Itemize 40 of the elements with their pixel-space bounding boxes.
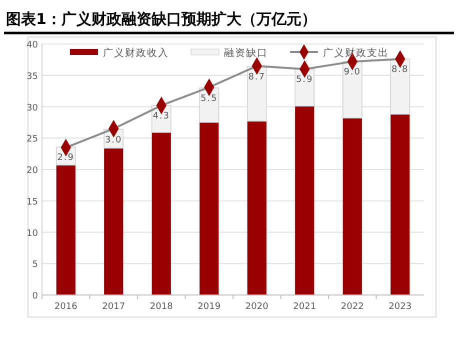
y-tick-label: 25: [26, 134, 38, 145]
data-label: 8.8: [391, 65, 409, 76]
y-tick-label: 30: [26, 103, 38, 114]
legend-label: 广义财政支出: [323, 47, 389, 59]
chart-title: 图表1：广义财政融资缺口预期扩大（万亿元）: [6, 10, 316, 28]
data-label: 9.0: [344, 68, 362, 78]
data-label: 8.7: [248, 72, 266, 83]
bar: [342, 118, 362, 295]
y-tick-label: 20: [26, 166, 38, 176]
x-tick-label: 2023: [388, 302, 412, 312]
legend-label: 广义财政收入: [103, 47, 169, 59]
data-label: 4.3: [152, 111, 170, 122]
x-tick-label: 2017: [102, 302, 126, 312]
y-tick-label: 5: [32, 260, 38, 270]
bar: [152, 132, 171, 295]
bar: [342, 61, 362, 118]
bar: [390, 58, 410, 115]
x-tick-label: 2016: [54, 302, 78, 312]
x-tick-label: 2019: [198, 302, 221, 312]
y-tick-label: 15: [26, 197, 38, 208]
bar: [246, 66, 267, 122]
y-tick-label: 35: [26, 72, 38, 82]
x-tick-label: 2022: [340, 302, 364, 312]
x-tick-label: 2021: [293, 302, 316, 312]
bar: [56, 165, 76, 295]
bar: [390, 114, 410, 295]
y-tick-label: 10: [26, 228, 38, 239]
bar: [247, 121, 266, 295]
x-tick-label: 2020: [245, 302, 269, 312]
legend-label: 融资缺口: [224, 47, 268, 59]
data-label: 5.9: [296, 75, 314, 86]
data-label: 2.9: [57, 152, 75, 163]
data-label: 3.0: [104, 135, 122, 146]
bar: [200, 122, 219, 295]
data-label: 5.5: [200, 94, 218, 104]
x-tick-label: 2018: [150, 302, 174, 312]
bar: [295, 106, 314, 295]
y-tick-label: 40: [26, 40, 38, 50]
y-tick-label: 0: [32, 292, 38, 302]
bar: [104, 148, 124, 295]
